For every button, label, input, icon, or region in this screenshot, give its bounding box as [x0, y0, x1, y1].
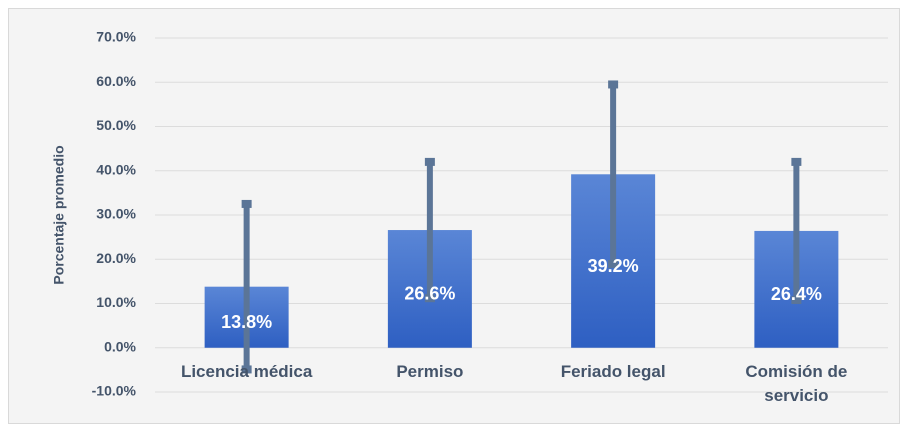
y-tick-label: 0.0%	[104, 338, 136, 354]
error-cap	[608, 80, 619, 89]
error-cap	[791, 157, 802, 166]
error-cap	[608, 260, 619, 269]
y-tick-label: 40.0%	[96, 161, 136, 177]
error-cap	[424, 157, 435, 166]
y-tick-label: 30.0%	[96, 206, 136, 222]
x-tick-label: Comisión de servicio	[745, 361, 848, 405]
x-tick-label: Feriado legal	[560, 361, 666, 381]
data-label: 26.4%	[771, 284, 822, 304]
chart-area	[8, 8, 900, 424]
y-tick-label: 10.0%	[96, 294, 136, 310]
y-tick-label: -10.0%	[92, 383, 137, 399]
x-tick-label: Licencia médica	[180, 361, 313, 381]
y-axis-title: Porcentaje promedio	[51, 145, 67, 284]
y-tick-label: 70.0%	[96, 29, 136, 45]
data-label: 26.6%	[404, 284, 455, 304]
data-label: 13.8%	[221, 312, 272, 332]
error-cap	[424, 294, 435, 303]
data-label: 39.2%	[588, 256, 639, 276]
y-tick-label: 20.0%	[96, 250, 136, 266]
error-cap	[241, 199, 252, 208]
y-tick-label: 60.0%	[96, 73, 136, 89]
error-cap	[791, 295, 802, 304]
error-cap	[241, 365, 252, 374]
x-tick-label: Permiso	[396, 361, 464, 381]
y-tick-label: 50.0%	[96, 117, 136, 133]
